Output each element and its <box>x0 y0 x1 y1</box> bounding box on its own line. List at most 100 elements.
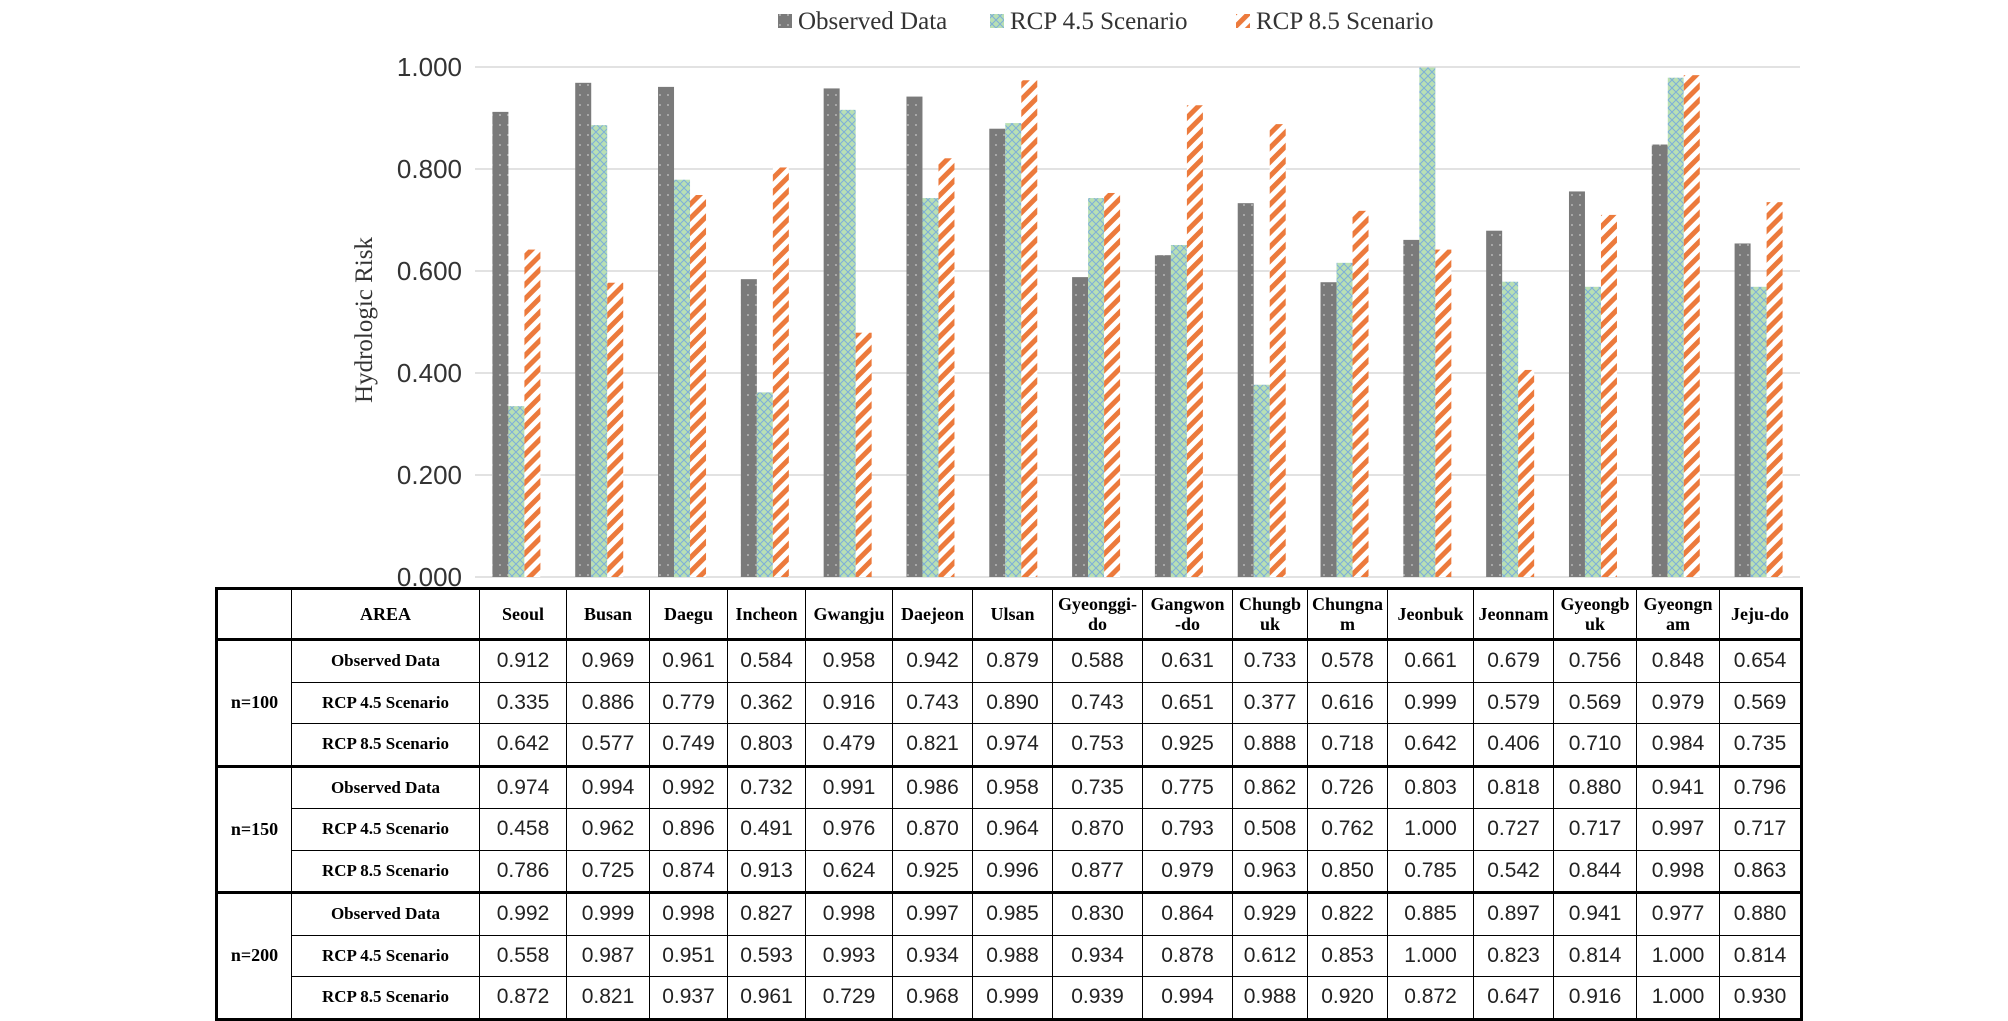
table-cell: 0.823 <box>1473 934 1554 977</box>
table-cell: 0.998 <box>805 891 893 936</box>
table-cell: 0.998 <box>1636 849 1720 893</box>
table-cell: 0.941 <box>1636 764 1720 809</box>
area-column-header: Ulsan <box>972 588 1053 640</box>
table-cell: 0.458 <box>479 808 567 851</box>
table-cell: 0.717 <box>1719 808 1802 851</box>
table-cell: 0.779 <box>649 681 728 724</box>
legend-swatch <box>990 14 1004 28</box>
sample-size-label: n=150 <box>216 764 292 893</box>
table-cell: 0.827 <box>727 891 806 936</box>
bar-rcp-8-5-scenario-gangwon-do <box>1186 105 1203 577</box>
table-cell: 0.647 <box>1473 976 1554 1020</box>
y-tick-label: 0.200 <box>397 460 462 490</box>
table-cell: 0.974 <box>972 723 1053 767</box>
bar-rcp-8-5-scenario-gyeonggi-do <box>1104 192 1121 577</box>
bar-rcp-8-5-scenario-jeonnam <box>1518 369 1535 577</box>
table-cell: 0.848 <box>1636 638 1720 683</box>
table-cell: 0.988 <box>1232 976 1308 1020</box>
table-cell: 0.612 <box>1232 934 1308 977</box>
table-cell: 0.961 <box>727 976 806 1020</box>
table-cell: 0.803 <box>1387 764 1474 809</box>
table-cell: 1.000 <box>1387 808 1474 851</box>
y-tick-label: 1.000 <box>397 52 462 82</box>
bar-observed-data-seoul <box>492 111 509 577</box>
table-cell: 0.821 <box>892 723 973 767</box>
legend: Observed Data RCP 4.5 Scenario RCP 8.5 Sce… <box>778 8 1434 35</box>
bar-rcp-8-5-scenario-daejeon <box>938 158 955 578</box>
table-cell: 0.558 <box>479 934 567 977</box>
table-cell: 0.934 <box>1052 934 1143 977</box>
table-cell: 0.491 <box>727 808 806 851</box>
table-cell: 0.718 <box>1307 723 1388 767</box>
table-cell: 0.593 <box>727 934 806 977</box>
area-column-header: Incheon <box>727 588 806 640</box>
table-cell: 0.886 <box>566 681 650 724</box>
bar-rcp-4-5-scenario-jeonbuk <box>1419 67 1436 577</box>
legend-entry: Observed Data <box>778 8 947 35</box>
table-cell: 0.726 <box>1307 764 1388 809</box>
bar-rcp-4-5-scenario-gwangju <box>839 109 856 577</box>
table-cell: 0.735 <box>1719 723 1802 767</box>
bar-rcp-8-5-scenario-chungbuk <box>1269 124 1286 578</box>
data-table: AREA Seoul Busan Daegu Incheon Gwangju Daejeon… <box>215 587 1803 1021</box>
table-row: RCP 8.5 Scenario 0.642 0.577 0.749 0.803 0.47… <box>217 723 1802 767</box>
area-column-header: Chungb uk <box>1232 588 1308 640</box>
table-cell: 0.888 <box>1232 723 1308 767</box>
table-cell: 0.979 <box>1142 849 1233 893</box>
bar-observed-data-gangwon-do <box>1154 255 1171 577</box>
row-label: Observed Data <box>291 764 480 809</box>
table-cell: 0.735 <box>1052 764 1143 809</box>
table-cell: 0.974 <box>479 764 567 809</box>
table-cell: 0.930 <box>1719 976 1802 1020</box>
bar-rcp-4-5-scenario-busan <box>591 125 608 577</box>
bar-rcp-4-5-scenario-gyeongnam <box>1667 77 1684 578</box>
row-label: Observed Data <box>291 638 480 683</box>
bar-rcp-4-5-scenario-jeju-do <box>1750 286 1767 577</box>
table-cell: 0.844 <box>1553 849 1637 893</box>
table-cell: 0.733 <box>1232 638 1308 683</box>
table-cell: 0.335 <box>479 681 567 724</box>
table-row: n=150 Observed Data 0.974 0.994 0.992 0.732 0.… <box>216 764 1802 893</box>
legend-label: RCP 4.5 Scenario <box>1010 8 1188 35</box>
area-column-header: Gwangju <box>805 588 893 640</box>
table-cell: 0.988 <box>972 934 1053 977</box>
bar-rcp-4-5-scenario-daejeon <box>922 198 939 577</box>
bar-observed-data-daegu <box>658 86 675 577</box>
table-cell: 0.925 <box>892 849 973 893</box>
bar-observed-data-incheon <box>740 279 757 577</box>
bar-rcp-8-5-scenario-incheon <box>772 167 789 577</box>
table-cell: 0.749 <box>649 723 728 767</box>
table-cell: 0.890 <box>972 681 1053 724</box>
bars <box>492 67 1783 578</box>
table-cell: 0.651 <box>1142 681 1233 724</box>
table-cell: 0.896 <box>649 808 728 851</box>
table-cell: 0.994 <box>1142 976 1233 1020</box>
table-corner-cell <box>216 588 292 640</box>
table-row: n=200 Observed Data 0.992 0.999 0.998 0.827 0.… <box>216 891 1802 1020</box>
table-cell: 0.870 <box>892 808 973 851</box>
table-cell: 0.939 <box>1052 976 1143 1020</box>
row-label: RCP 4.5 Scenario <box>291 808 480 851</box>
table-cell: 0.997 <box>1636 808 1720 851</box>
table-cell: 0.710 <box>1553 723 1637 767</box>
table-cell: 0.964 <box>972 808 1053 851</box>
table-cell: 0.985 <box>972 891 1053 936</box>
y-tick-label: 0.000 <box>397 562 462 590</box>
table-cell: 0.998 <box>649 891 728 936</box>
table-cell: 0.999 <box>972 976 1053 1020</box>
table-cell: 0.577 <box>566 723 650 767</box>
area-column-header: Busan <box>566 588 650 640</box>
y-axis-ticks: 0.000 0.200 0.400 0.600 0.800 1.000 <box>397 52 462 590</box>
row-label: RCP 8.5 Scenario <box>291 849 480 893</box>
table-cell: 0.969 <box>566 638 650 683</box>
bar-observed-data-jeonbuk <box>1403 239 1420 577</box>
y-axis-title: Hydrologic Risk <box>351 237 378 403</box>
bar-observed-data-chungnam <box>1320 282 1337 577</box>
table-cell: 0.814 <box>1553 934 1637 977</box>
table-cell: 0.362 <box>727 681 806 724</box>
area-column-header: Gangwon -do <box>1142 588 1233 640</box>
area-column-header: Jeonbuk <box>1387 588 1474 640</box>
table-cell: 0.968 <box>892 976 973 1020</box>
table-cell: 0.877 <box>1052 849 1143 893</box>
bar-rcp-4-5-scenario-daegu <box>674 179 691 577</box>
